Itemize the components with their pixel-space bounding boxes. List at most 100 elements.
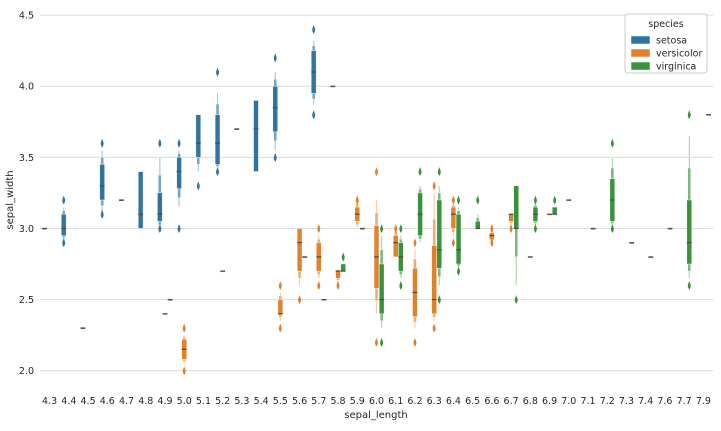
y-axis-title: sepal_width (5, 170, 16, 229)
chart-marks (41, 24, 712, 376)
outlier-marker (317, 280, 321, 290)
outlier-marker (509, 223, 513, 233)
x-tick-label: 6.9 (542, 396, 557, 407)
outlier-marker (533, 223, 537, 233)
outlier-marker (62, 195, 66, 205)
legend-items: setosa versicolor virginica (630, 35, 702, 73)
outlier-marker (437, 295, 441, 305)
outlier-marker (399, 280, 403, 290)
outlier-marker (687, 280, 691, 290)
x-tick-label: 5.4 (254, 396, 269, 407)
y-tick-label: 3.5 (19, 153, 34, 164)
x-tick-label: 5.7 (311, 396, 326, 407)
outlier-marker (553, 195, 557, 205)
outlier-marker (687, 110, 691, 120)
outlier-marker (216, 67, 220, 77)
outlier-marker (399, 223, 403, 233)
outlier-marker (610, 223, 614, 233)
legend-label: versicolor (656, 49, 702, 60)
letter-value-box (214, 114, 221, 165)
x-tick-label: 6.1 (388, 396, 403, 407)
x-tick-label: 7.0 (561, 396, 576, 407)
x-tick-label: 4.7 (119, 396, 134, 407)
x-tick-label: 7.9 (696, 396, 711, 407)
outlier-marker (490, 238, 494, 248)
legend-title: species (648, 19, 684, 30)
x-tick-label: 6.4 (446, 396, 461, 407)
outlier-marker (533, 195, 537, 205)
x-axis: 4.3 4.4 4.5 4.6 4.7 4.8 4.9 5.0 5.1 5.2 5.3 5.4 5.5 5… (42, 396, 711, 407)
legend-swatch (630, 35, 651, 45)
x-tick-label: 5.5 (273, 396, 288, 407)
letter-value-box (378, 263, 385, 314)
letter-value-box (277, 299, 283, 314)
outlier-marker (341, 252, 345, 262)
outlier-marker (457, 266, 461, 276)
letter-value-box (99, 164, 105, 201)
letter-value-box (436, 199, 442, 269)
outlier-marker (177, 138, 181, 148)
letter-value-box (253, 100, 259, 172)
outlier-marker (432, 323, 436, 333)
x-tick-label: 6.8 (523, 396, 538, 407)
letter-value-box (272, 86, 278, 132)
letter-value-box (513, 185, 519, 229)
outlier-marker (62, 238, 66, 248)
letter-value-box (195, 114, 201, 158)
outlier-marker (100, 209, 104, 219)
outlier-marker (375, 337, 378, 347)
x-tick-label: 6.0 (369, 396, 384, 407)
x-tick-label: 7.3 (619, 396, 634, 407)
outlier-marker (380, 223, 384, 233)
x-tick-label: 5.3 (234, 396, 249, 407)
outlier-marker (196, 181, 200, 191)
series-versicolor (162, 167, 572, 376)
x-tick-label: 5.0 (177, 396, 192, 407)
outlier-marker (514, 295, 518, 305)
legend-swatch (630, 48, 651, 58)
outlier-marker (158, 223, 162, 233)
outlier-marker (451, 238, 455, 248)
outlier-marker (158, 138, 162, 148)
outlier-marker (317, 223, 321, 233)
series-setosa (41, 24, 336, 330)
x-tick-label: 4.9 (157, 396, 172, 407)
outlier-marker (490, 223, 494, 233)
letter-value-box (157, 192, 163, 222)
outlier-marker (413, 337, 417, 347)
legend-label: setosa (656, 36, 687, 47)
x-tick-label: 5.2 (215, 396, 230, 407)
x-tick-label: 5.8 (330, 396, 345, 407)
x-tick-label: 4.3 (42, 396, 57, 407)
letter-value-box (393, 235, 399, 258)
y-tick-label: 3.0 (19, 224, 34, 235)
letter-value-box (340, 263, 346, 272)
legend-frame (624, 13, 708, 74)
outlier-marker (278, 323, 282, 333)
x-tick-label: 7.1 (580, 396, 595, 407)
outlier-marker (380, 337, 384, 347)
letter-value-box (296, 228, 303, 272)
x-tick-label: 4.5 (81, 396, 96, 407)
outlier-marker (312, 110, 316, 120)
y-tick-label: 4.5 (19, 11, 34, 22)
letter-value-box (176, 157, 182, 189)
outlier-marker (476, 195, 480, 205)
y-tick-label: 4.0 (19, 82, 34, 93)
letter-value-box (137, 171, 144, 229)
outlier-marker (278, 280, 282, 290)
x-tick-label: 6.6 (484, 396, 499, 407)
outlier-marker (216, 167, 220, 177)
outlier-marker (182, 366, 186, 376)
legend-swatch (630, 61, 651, 71)
outlier-marker (177, 223, 181, 233)
outlier-marker (418, 167, 422, 177)
letter-value-box (61, 214, 67, 236)
x-tick-label: 5.1 (196, 396, 211, 407)
outlier-marker (182, 323, 186, 333)
letter-value-box (450, 206, 457, 229)
outlier-marker (312, 24, 316, 34)
outlier-marker (100, 138, 104, 148)
x-tick-label: 7.7 (677, 396, 692, 407)
